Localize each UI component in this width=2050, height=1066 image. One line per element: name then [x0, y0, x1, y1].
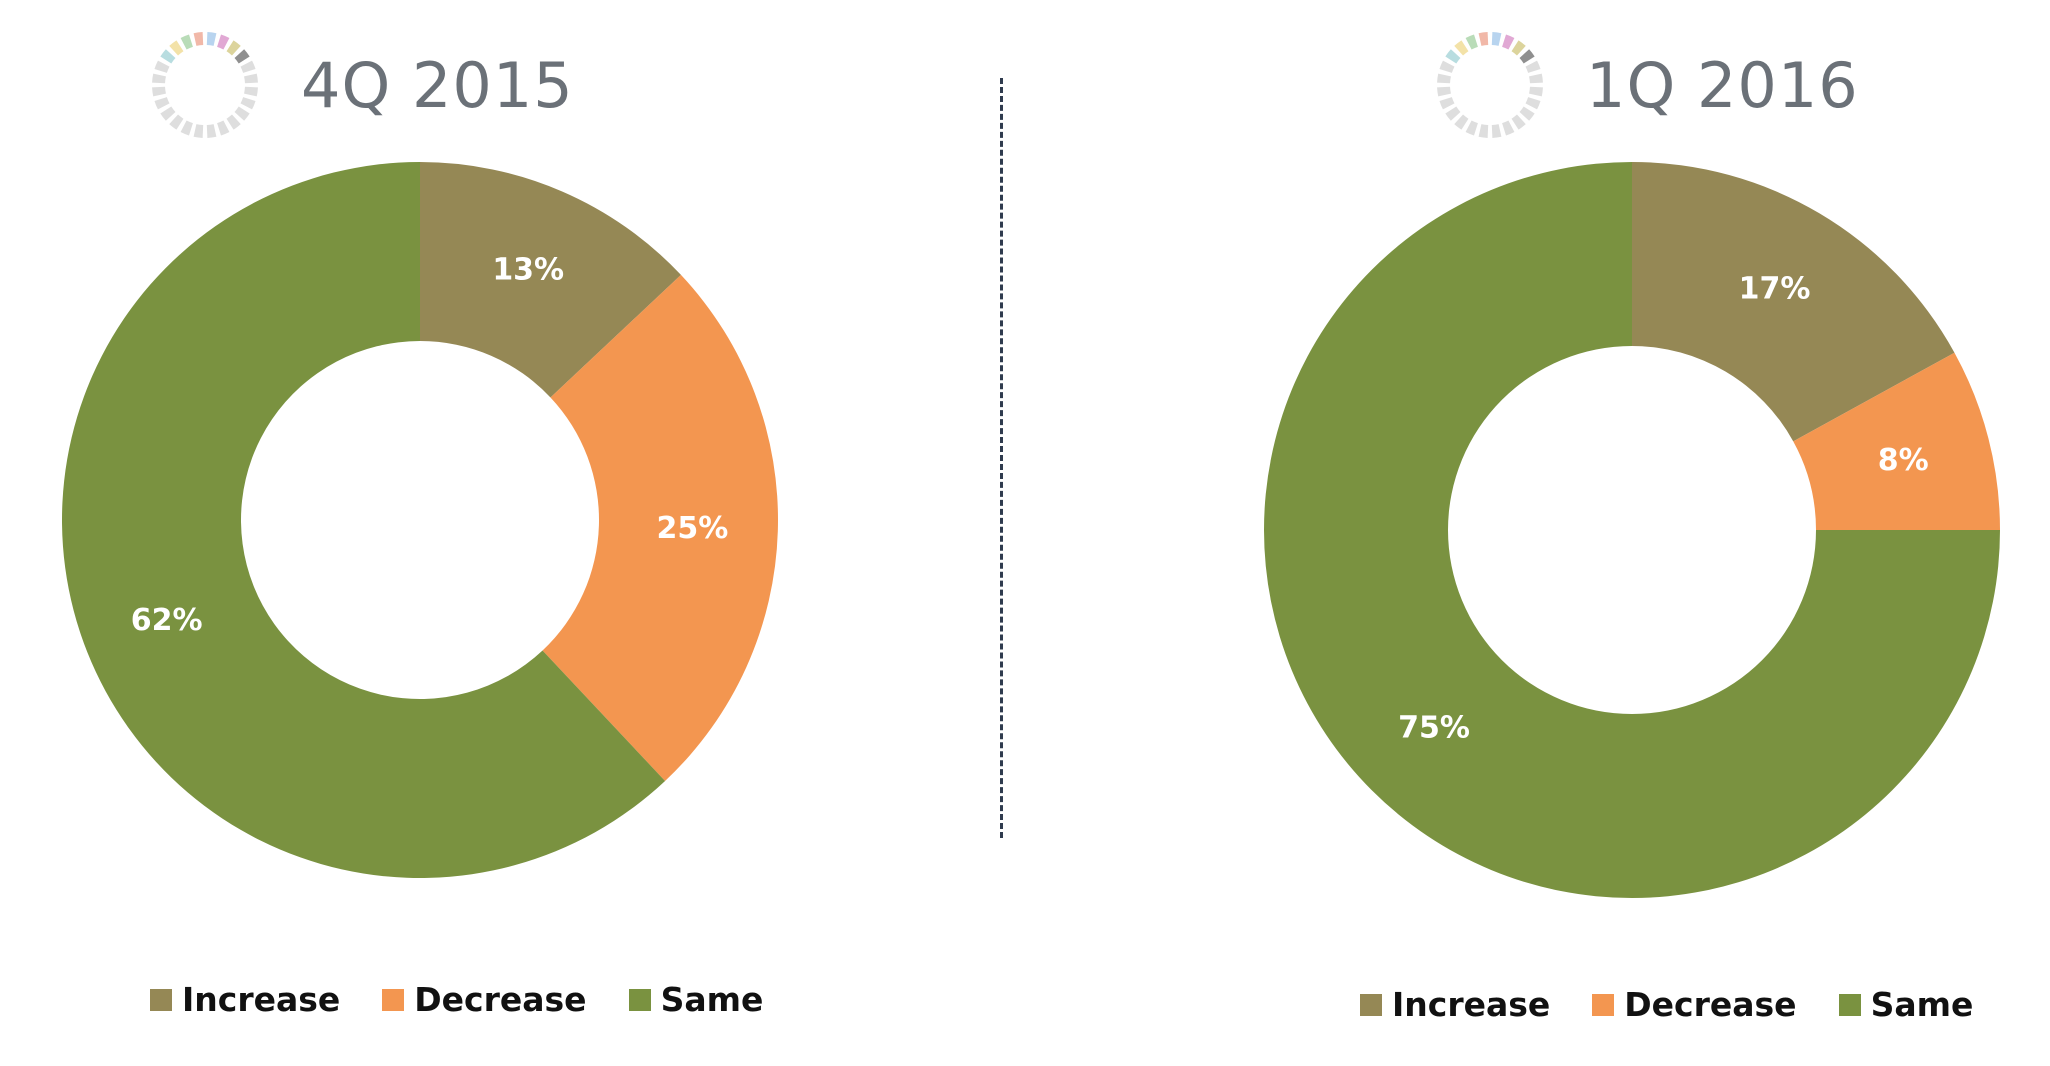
ring-segment: [244, 86, 258, 97]
ring-segment: [1519, 106, 1535, 121]
ring-segment: [1465, 34, 1478, 50]
legend-item-same: Same: [1838, 985, 1974, 1024]
ring-segment: [1502, 34, 1515, 50]
legend-item-increase: Increase: [150, 980, 340, 1019]
legend-item-same: Same: [628, 980, 764, 1019]
ring-segment: [217, 120, 230, 136]
donut-slice-decrease: [542, 274, 778, 781]
legend-label: Decrease: [1624, 985, 1797, 1024]
ring-segment: [1454, 114, 1469, 130]
ring-segment: [1437, 86, 1451, 97]
segmented-ring-icon: [152, 32, 258, 138]
legend-label: Same: [660, 980, 764, 1019]
legend-item-decrease: Decrease: [382, 980, 587, 1019]
ring-segment: [160, 49, 176, 64]
legend: Increase Decrease Same: [150, 980, 805, 1019]
ring-segment: [1439, 60, 1455, 73]
donut-chart: 17% 8% 75%: [1264, 162, 2000, 898]
ring-segment: [1445, 49, 1461, 64]
legend-item-increase: Increase: [1360, 985, 1550, 1024]
legend: Increase Decrease Same: [1360, 985, 2015, 1024]
ring-segment: [240, 97, 256, 110]
ring-segment: [169, 40, 184, 56]
ring-segment: [152, 73, 166, 84]
chart-title: 4Q 2015: [301, 48, 574, 122]
donut-chart: 13% 25% 62%: [61, 162, 778, 878]
legend-swatch-same: [628, 988, 651, 1011]
ring-segment: [193, 124, 204, 138]
data-label-increase: 13%: [492, 252, 564, 287]
ring-segment: [234, 49, 250, 64]
donut-slice-increase: [420, 162, 681, 398]
ring-segment: [1445, 106, 1461, 121]
legend-swatch-increase: [1360, 993, 1382, 1016]
ring-segment: [1439, 97, 1455, 110]
chart-title: 1Q 2016: [1586, 48, 1859, 122]
donut-slice-same: [1264, 162, 2000, 898]
legend-label: Decrease: [414, 980, 587, 1019]
ring-segment: [154, 60, 170, 73]
legend-swatch-same: [1838, 993, 1861, 1016]
segmented-ring-icon: [1437, 32, 1543, 138]
ring-segment: [1525, 60, 1541, 73]
dashed-divider: [1000, 78, 1003, 838]
donut-slice-same: [61, 162, 666, 878]
ring-segment: [160, 106, 176, 121]
data-label-same: 75%: [1398, 710, 1470, 745]
data-label-decrease: 25%: [656, 511, 728, 546]
donut-slice-increase: [1632, 162, 1955, 442]
chart-panel-4q2015: 4Q 2015 13% 25% 62% Increase Decrease Same: [0, 0, 1000, 1066]
legend-swatch-decrease: [1592, 993, 1615, 1016]
ring-segment: [1491, 32, 1502, 46]
ring-segment: [1478, 124, 1489, 138]
ring-segment: [152, 86, 166, 97]
ring-segment: [226, 114, 241, 130]
chart-title-row: 1Q 2016: [1430, 20, 1859, 150]
ring-segment: [180, 34, 193, 50]
ring-segment: [169, 114, 184, 130]
ring-segment: [180, 120, 193, 136]
ring-segment: [234, 106, 250, 121]
ring-segment: [244, 73, 258, 84]
donut-slice-decrease: [1793, 352, 2000, 530]
legend-label: Increase: [182, 980, 341, 1019]
ring-segment: [226, 40, 241, 56]
ring-segment: [206, 124, 217, 138]
ring-segment: [1465, 120, 1478, 136]
ring-segment: [1511, 114, 1526, 130]
ring-segment: [1437, 73, 1451, 84]
ring-segment: [154, 97, 170, 110]
legend-swatch-decrease: [382, 988, 405, 1011]
legend-swatch-increase: [150, 988, 172, 1011]
chart-title-row: 4Q 2015: [145, 20, 574, 150]
chart-panel-1q2016: 1Q 2016 17% 8% 75% Increase Decrease Same: [1030, 0, 2030, 1066]
data-label-decrease: 8%: [1878, 443, 1929, 478]
legend-item-decrease: Decrease: [1592, 985, 1797, 1024]
ring-segment: [1529, 73, 1543, 84]
ring-segment: [217, 34, 230, 50]
ring-segment: [1511, 40, 1526, 56]
ring-segment: [1454, 40, 1469, 56]
ring-segment: [240, 60, 256, 73]
ring-segment: [1519, 49, 1535, 64]
ring-segment: [1525, 97, 1541, 110]
data-label-same: 62%: [131, 603, 203, 638]
legend-label: Increase: [1392, 985, 1551, 1024]
ring-segment: [1529, 86, 1543, 97]
ring-segment: [1491, 124, 1502, 138]
ring-segment: [1502, 120, 1515, 136]
ring-segment: [193, 32, 204, 46]
ring-segment: [206, 32, 217, 46]
ring-segment: [1478, 32, 1489, 46]
data-label-increase: 17%: [1739, 271, 1811, 306]
legend-label: Same: [1870, 985, 1974, 1024]
